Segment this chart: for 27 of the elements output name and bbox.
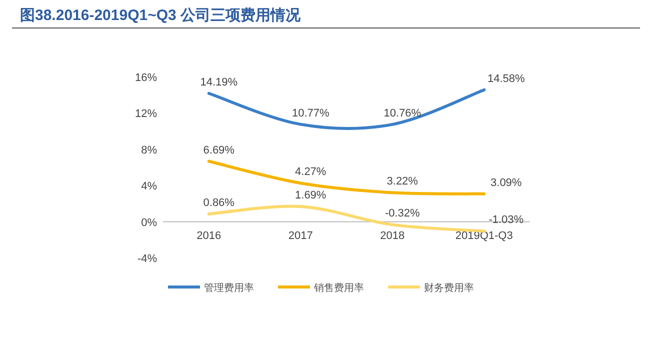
legend-label: 销售费用率 [313,282,364,294]
x-tick-label: 2019Q1-Q3 [455,230,513,242]
data-label: 0.86% [203,197,235,210]
data-label: 3.22% [386,176,418,188]
data-label: 4.27% [295,166,326,178]
x-tick-label: 2016 [196,230,222,242]
data-label: -1.03% [488,214,524,226]
y-tick-label: -4% [137,253,158,265]
data-label: 10.77% [292,107,330,120]
data-label: 10.76% [384,107,422,120]
line-series [207,204,486,233]
y-tick-label: 8% [141,144,158,156]
data-label: 3.09% [490,176,522,189]
x-tick-label: 2018 [380,230,405,242]
data-label: -0.32% [384,208,420,220]
y-tick-label: 16% [134,72,158,84]
data-label: 14.58% [487,72,525,85]
x-tick-label: 2017 [288,230,313,242]
data-label: 1.69% [295,190,326,202]
data-label: 14.19% [200,76,238,88]
chart-title: 图38.2016-2019Q1~Q3 公司三项费用情况 [20,7,302,24]
data-label: 6.69% [203,144,235,156]
y-tick-label: 4% [141,180,158,193]
y-tick-label: 12% [134,108,158,120]
legend-label: 财务费用率 [424,282,474,294]
y-tick-label: 0% [141,216,158,229]
legend-label: 管理费用率 [204,282,254,294]
